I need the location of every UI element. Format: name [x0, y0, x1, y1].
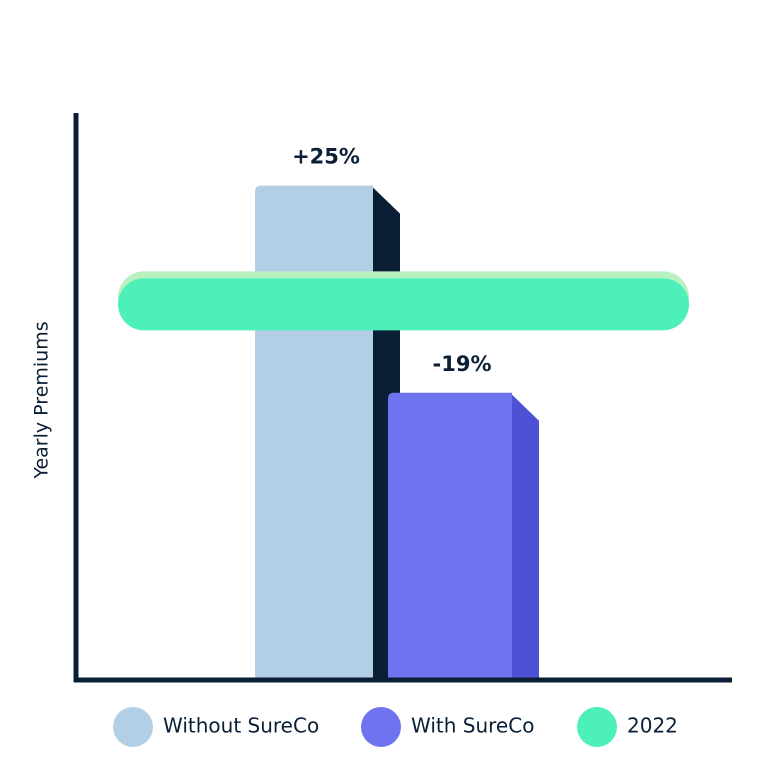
legend-label: 2022	[627, 714, 678, 738]
legend-label: With SureCo	[411, 714, 534, 738]
bar	[388, 392, 512, 678]
bar	[255, 185, 373, 678]
value-label: -19%	[433, 352, 492, 376]
y-axis-label: Yearly Premiums	[31, 321, 53, 479]
bar-side	[510, 392, 539, 678]
legend-swatch	[577, 707, 617, 747]
legend-label: Without SureCo	[163, 714, 319, 738]
reference-band	[118, 278, 689, 331]
legend-swatch	[113, 707, 153, 747]
value-label: +25%	[292, 145, 360, 169]
legend-swatch	[361, 707, 401, 747]
